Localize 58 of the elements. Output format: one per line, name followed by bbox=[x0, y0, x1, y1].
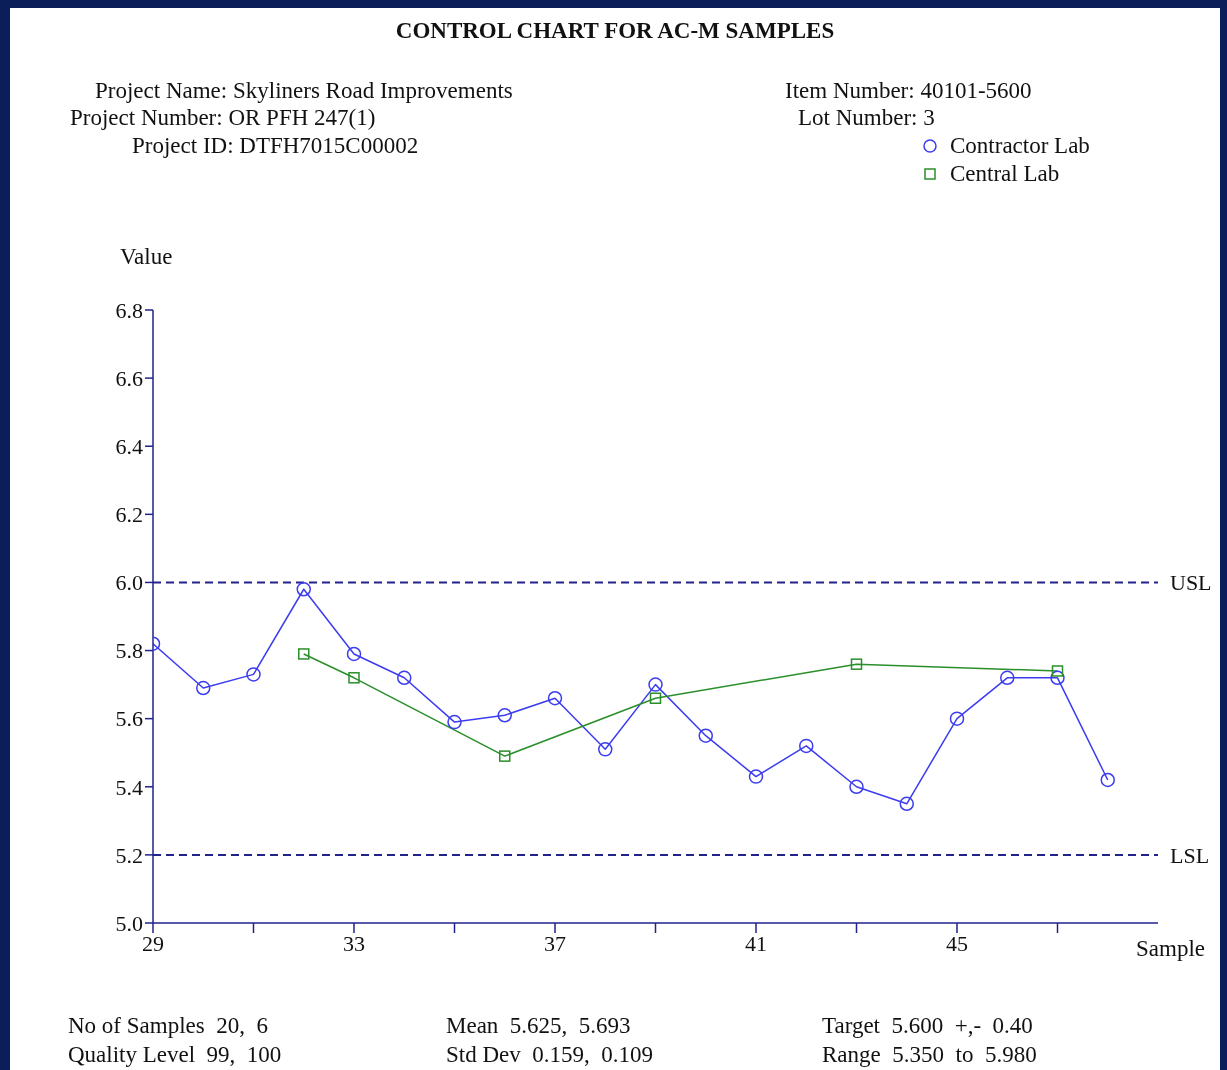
text: No of Samples 20, 6 bbox=[68, 1013, 268, 1039]
point bbox=[497, 708, 512, 723]
x-tick-label: 33 bbox=[343, 930, 365, 956]
y-tick-label: 6.8 bbox=[115, 297, 143, 323]
point bbox=[1000, 670, 1015, 686]
point bbox=[748, 769, 764, 784]
x-tick-label: 45 bbox=[946, 930, 968, 956]
text: Quality Level 99, 100 bbox=[68, 1042, 282, 1068]
y-tick-label: 5.0 bbox=[115, 910, 143, 936]
y-tick-label: 5.4 bbox=[115, 774, 143, 800]
point bbox=[346, 646, 362, 662]
point bbox=[246, 667, 261, 682]
point bbox=[949, 711, 965, 726]
point bbox=[849, 779, 864, 795]
point bbox=[850, 658, 863, 670]
text: Item Number: 40101-5600 bbox=[785, 78, 1032, 104]
y-tick-label: 5.8 bbox=[115, 638, 143, 664]
y-tick-label: 6.4 bbox=[115, 434, 143, 460]
point bbox=[1051, 665, 1064, 677]
y-tick-label: 6.2 bbox=[115, 502, 143, 528]
text: Target 5.600 +,- 0.40 bbox=[822, 1013, 1033, 1039]
point bbox=[899, 796, 914, 812]
x-tick-label: 37 bbox=[544, 930, 566, 956]
text: Lot Number: 3 bbox=[798, 105, 935, 131]
y-tick-label: 5.2 bbox=[115, 842, 143, 868]
point bbox=[598, 742, 613, 757]
point bbox=[799, 738, 814, 754]
text: Mean 5.625, 5.693 bbox=[446, 1013, 631, 1039]
point bbox=[447, 714, 462, 730]
chart-title: CONTROL CHART FOR AC-M SAMPLES bbox=[394, 18, 836, 44]
y-tick-label: 5.6 bbox=[115, 706, 143, 732]
point bbox=[649, 692, 662, 704]
y-tick-label: 6.6 bbox=[115, 365, 143, 391]
point bbox=[547, 690, 563, 706]
y-tick-label: 6.0 bbox=[115, 570, 143, 596]
legend-label: Central Lab bbox=[950, 161, 1060, 187]
point bbox=[348, 672, 360, 684]
point bbox=[1050, 670, 1065, 686]
point bbox=[698, 728, 713, 743]
x-tick-label: 41 bbox=[745, 930, 767, 956]
x-tick-label: 29 bbox=[142, 930, 164, 956]
point bbox=[499, 750, 511, 762]
point bbox=[296, 582, 311, 597]
text: Project Number: OR PFH 247(1) bbox=[70, 105, 376, 131]
point bbox=[298, 648, 310, 660]
y-axis-title: Value bbox=[120, 244, 173, 270]
text: Project Name: Skyliners Road Improvements bbox=[95, 78, 513, 104]
point bbox=[397, 670, 412, 686]
point bbox=[648, 677, 663, 692]
legend-label: Contractor Lab bbox=[950, 133, 1090, 159]
text: Range 5.350 to 5.980 bbox=[822, 1042, 1037, 1068]
point bbox=[196, 680, 211, 696]
x-axis-title: Sample bbox=[1136, 936, 1205, 962]
ref-line-label: LSL bbox=[1170, 842, 1210, 868]
point bbox=[1100, 772, 1115, 788]
text: Std Dev 0.159, 0.109 bbox=[446, 1042, 653, 1068]
ref-line-label: USL bbox=[1170, 570, 1212, 596]
text: Project ID: DTFH7015C00002 bbox=[132, 133, 419, 159]
